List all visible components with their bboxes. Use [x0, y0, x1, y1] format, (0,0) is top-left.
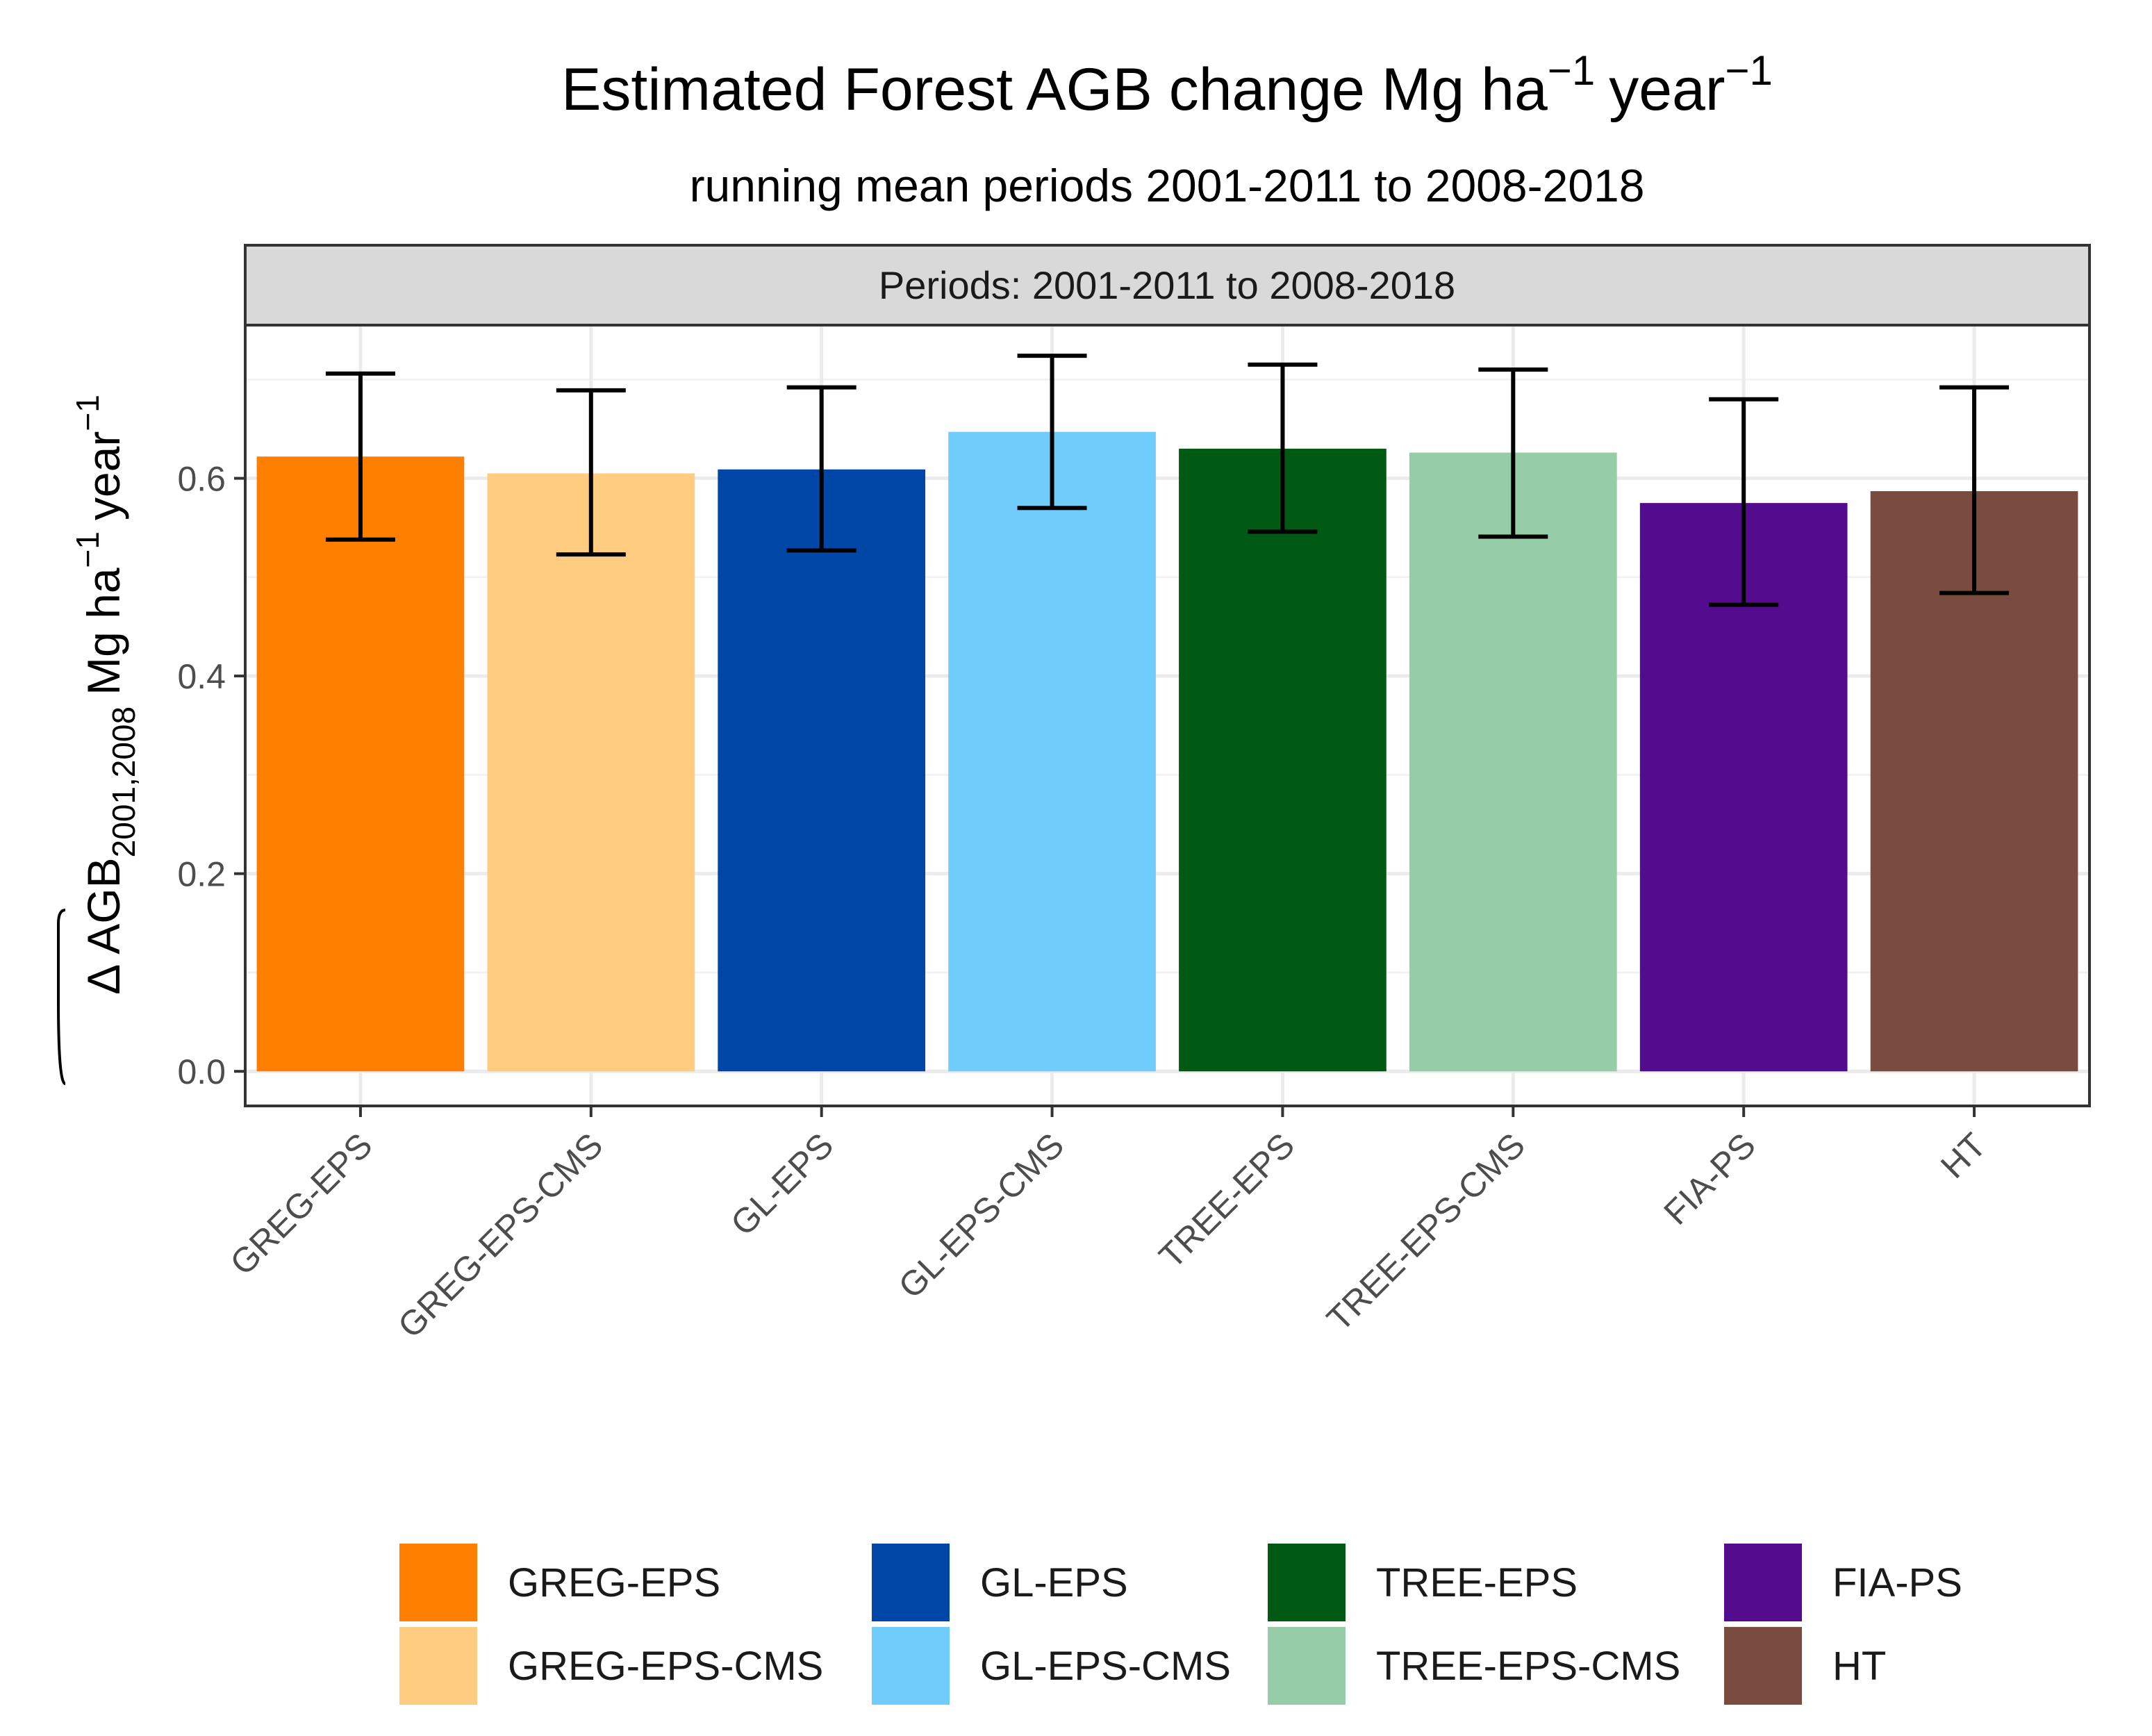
chart-subtitle: running mean periods 2001-2011 to 2008-2… [690, 160, 1645, 211]
legend-item-fia-ps: FIA-PS [1724, 1544, 1962, 1621]
legend-key [399, 1627, 477, 1705]
legend-key [872, 1544, 950, 1621]
legend-item-tree-eps: TREE-EPS [1268, 1544, 1578, 1621]
legend-label: FIA-PS [1832, 1560, 1962, 1605]
x-tick-label-fia-ps: FIA-PS [1656, 1125, 1763, 1232]
legend-label: GREG-EPS-CMS [508, 1644, 823, 1689]
error-bar-tree-eps [1248, 362, 1318, 534]
legend-key [399, 1544, 477, 1621]
x-tick-label-greg-eps: GREG-EPS [222, 1125, 379, 1282]
x-axis: GREG-EPS GREG-EPS-CMS GL-EPS GL-EPS-CMS TREE… [222, 1106, 1994, 1346]
bar-tree-eps [1179, 448, 1387, 1072]
bar-greg-eps-cms [487, 473, 695, 1072]
chart-title: Estimated Forest AGB change Mg ha−1 year−… [561, 47, 1773, 123]
y-axis: 0.0 0.2 0.4 0.6 [177, 460, 245, 1091]
legend-label: GL-EPS [980, 1560, 1128, 1605]
legend-key [1724, 1627, 1802, 1705]
x-tick-label-greg-eps-cms: GREG-EPS-CMS [390, 1125, 611, 1346]
facet-strip-label: Periods: 2001-2011 to 2008-2018 [879, 263, 1455, 307]
x-tick-label-gl-eps-cms: GL-EPS-CMS [891, 1125, 1072, 1306]
y-tick-label: 0.6 [177, 460, 226, 499]
legend-item-ht: HT [1724, 1627, 1886, 1705]
legend-key [1268, 1544, 1346, 1621]
legend-item-greg-eps-cms: GREG-EPS-CMS [399, 1627, 823, 1705]
legend-item-gl-eps-cms: GL-EPS-CMS [872, 1627, 1231, 1705]
error-bar-tree-eps-cms [1478, 367, 1548, 539]
x-tick-label-ht: HT [1933, 1125, 1994, 1186]
bar-gl-eps-cms [948, 431, 1156, 1072]
legend-key [1724, 1544, 1802, 1621]
legend-key [1268, 1627, 1346, 1705]
bar-gl-eps [718, 469, 926, 1072]
legend-label: TREE-EPS [1376, 1560, 1578, 1605]
legend-label: HT [1832, 1644, 1886, 1689]
plot-panel-border [244, 324, 2091, 1107]
facet-strip [244, 244, 2091, 326]
y-axis-title-overline [57, 909, 66, 1085]
y-axis-title: ΔAGB2001,2008Mg ha−1year−1 [69, 395, 142, 995]
x-tick-label-tree-eps-cms: TREE-EPS-CMS [1319, 1125, 1532, 1339]
legend-label: GREG-EPS [508, 1560, 720, 1605]
x-tick-label-gl-eps: GL-EPS [723, 1125, 841, 1243]
error-bar-gl-eps [786, 385, 856, 553]
legend-key [872, 1627, 950, 1705]
y-tick-label: 0.4 [177, 657, 226, 696]
bars [256, 431, 2078, 1072]
y-tick-label: 0.2 [177, 855, 226, 894]
error-bar-greg-eps [325, 371, 395, 542]
error-bars [325, 354, 2010, 607]
error-bar-gl-eps-cms [1017, 354, 1087, 511]
legend-label: GL-EPS-CMS [980, 1644, 1231, 1689]
bar-tree-eps-cms [1409, 452, 1617, 1072]
error-bar-fia-ps [1709, 397, 1779, 607]
x-tick-label-tree-eps: TREE-EPS [1152, 1125, 1302, 1275]
legend-item-gl-eps: GL-EPS [872, 1544, 1128, 1621]
legend-item-greg-eps: GREG-EPS [399, 1544, 720, 1621]
error-bar-greg-eps-cms [556, 388, 626, 557]
bar-greg-eps [256, 456, 465, 1072]
legend-item-tree-eps-cms: TREE-EPS-CMS [1268, 1627, 1680, 1705]
y-tick-label: 0.0 [177, 1052, 226, 1091]
error-bar-ht [1939, 385, 2010, 595]
legend-label: TREE-EPS-CMS [1376, 1644, 1680, 1689]
legend: GREG-EPS GREG-EPS-CMS GL-EPS GL-EPS-CMS TREE… [399, 1544, 1962, 1705]
svg-text:ΔAGB2001,2008Mg ha−1year−1: ΔAGB2001,2008Mg ha−1year−1 [69, 395, 142, 995]
